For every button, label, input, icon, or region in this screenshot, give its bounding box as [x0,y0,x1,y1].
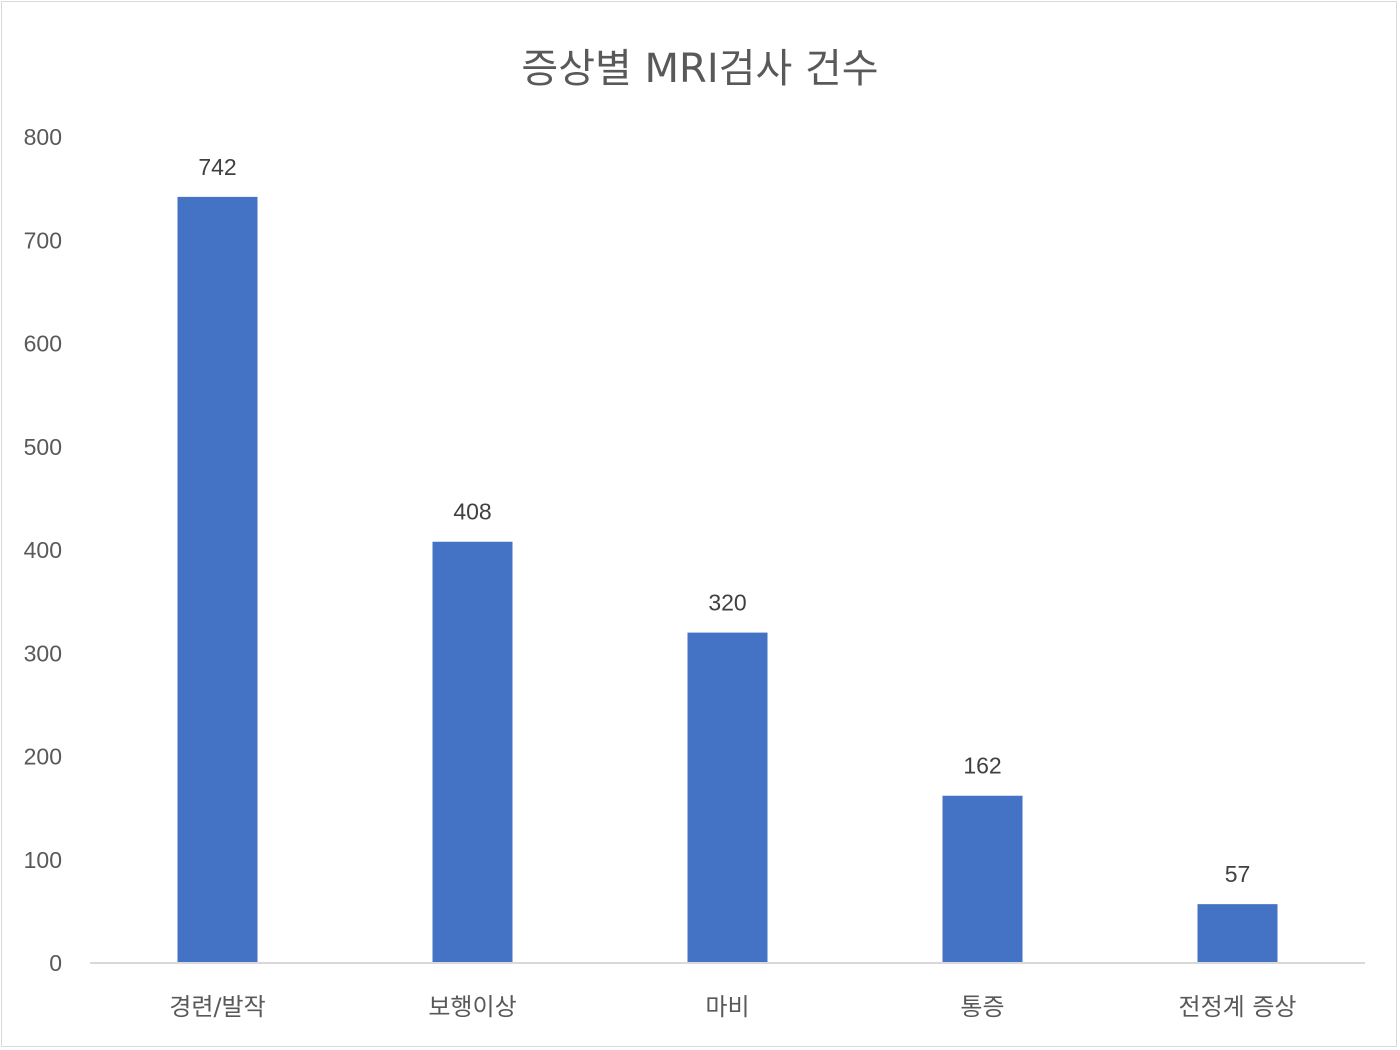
bar [177,196,258,963]
x-tick-label: 경련/발작 [169,993,265,1021]
x-tick-label: 보행이상 [428,993,516,1021]
data-label: 162 [963,753,1001,779]
y-tick-label: 500 [24,434,62,460]
y-tick-label: 600 [24,331,62,357]
y-tick-label: 300 [24,640,62,666]
data-labels: 742 408 320 162 57 [198,154,1250,887]
data-label: 320 [708,590,746,616]
y-axis: 0 100 200 300 400 500 600 700 800 [24,124,62,976]
bar [432,541,513,963]
bar [687,632,768,963]
data-label: 57 [1225,861,1251,887]
data-label: 742 [198,154,236,180]
y-tick-label: 0 [49,950,62,976]
x-axis: 경련/발작 보행이상 마비 통증 전정계 증상 [90,962,1365,1021]
y-tick-label: 800 [24,124,62,150]
x-tick-label: 통증 [960,993,1004,1021]
y-tick-label: 100 [24,847,62,873]
bar [942,795,1023,963]
y-tick-label: 700 [24,227,62,253]
bars [177,196,1278,963]
data-label: 408 [453,499,491,525]
chart-title: 증상별 MRI검사 건수 [521,46,879,92]
y-tick-label: 200 [24,744,62,770]
y-tick-label: 400 [24,537,62,563]
x-tick-label: 전정계 증상 [1178,993,1296,1021]
bar [1197,904,1278,963]
x-tick-label: 마비 [705,993,749,1021]
